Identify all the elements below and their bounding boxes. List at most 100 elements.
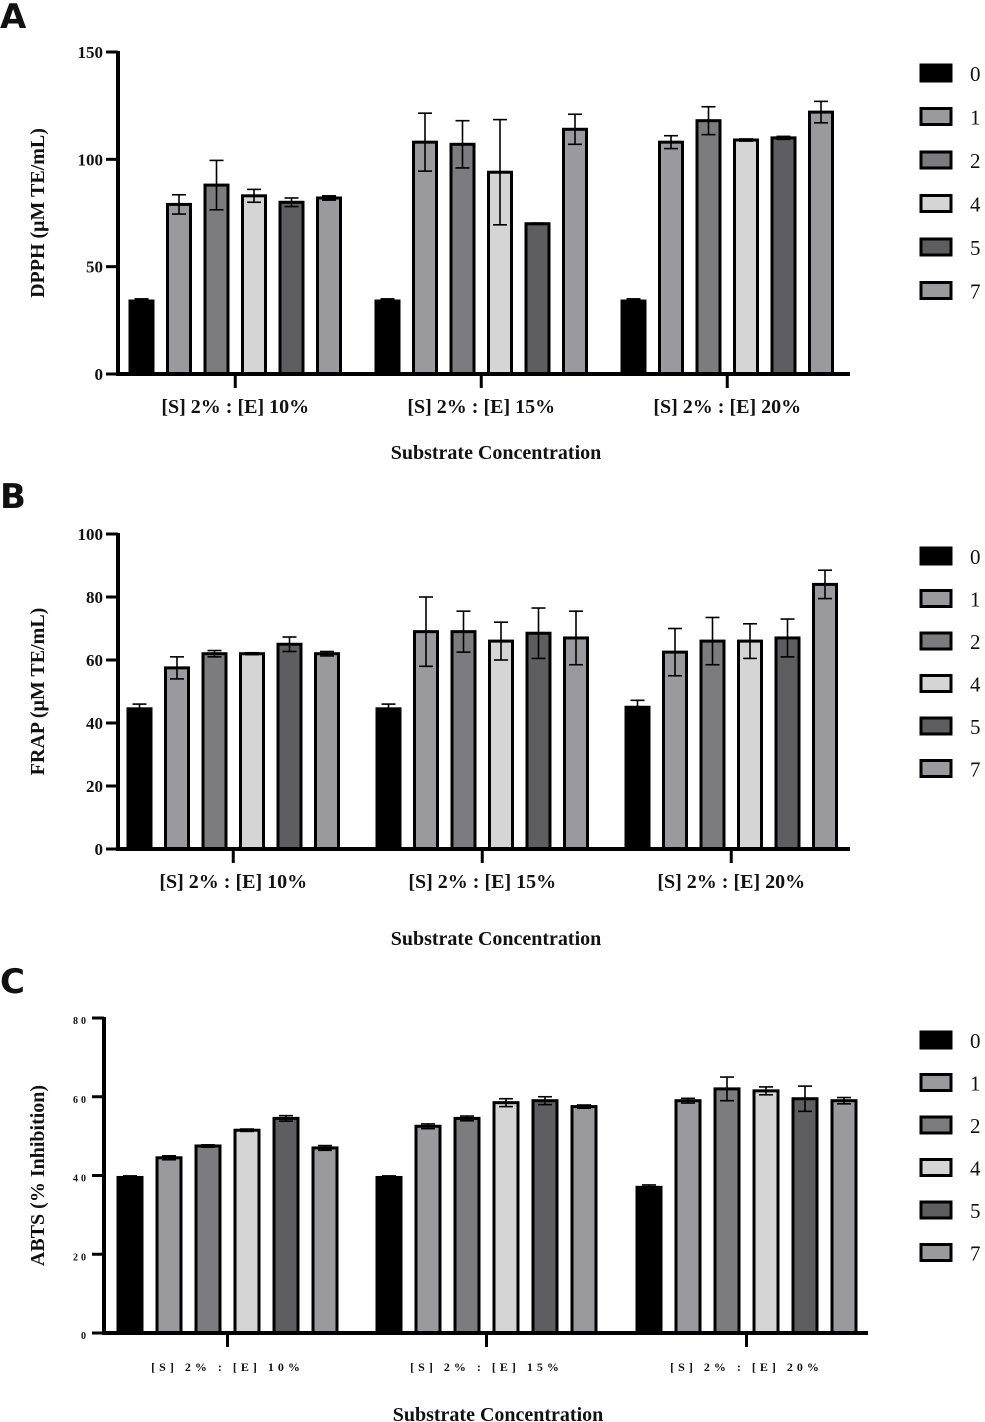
bar-series-2-group-3 — [713, 1087, 741, 1335]
legend-label-0: 0 — [970, 545, 981, 569]
bar-series-5-group-1 — [276, 642, 303, 851]
legend-label-4: 4 — [970, 673, 981, 697]
bar-series-7-group-3 — [808, 110, 834, 376]
bar-series-1-group-3 — [662, 650, 688, 851]
bar-series-1-group-2 — [414, 1124, 442, 1335]
bar-series-2-group-3 — [699, 639, 726, 851]
y-tick-label-100: 100 — [78, 525, 104, 544]
legend-swatch-7 — [919, 281, 953, 300]
x-category-label-3: [S] 2% : [E] 20% — [657, 871, 805, 893]
bar-series-5-group-3 — [770, 136, 797, 376]
x-category-label-3: [S] 2% : [E] 20% — [670, 1360, 823, 1374]
error-bar-series-0-group-1 — [132, 703, 147, 715]
x-category-label-1: [S] 2% : [E] 10% — [161, 396, 309, 418]
error-bar-series-7-group-2 — [568, 113, 582, 146]
bar-series-4-group-2 — [488, 639, 514, 851]
bar-series-5-group-2 — [525, 631, 552, 851]
error-bar-series-7-group-2 — [577, 1104, 591, 1109]
legend-swatch-0 — [919, 63, 953, 83]
error-bar-series-5-group-1 — [284, 197, 299, 208]
error-bar-series-5-group-2 — [530, 222, 545, 226]
legend-label-4: 4 — [970, 1157, 981, 1181]
error-bar-series-0-group-2 — [380, 298, 395, 304]
bar-series-7-group-3 — [812, 582, 838, 851]
error-bar-series-2-group-2 — [456, 610, 471, 653]
error-bar-series-5-group-2 — [538, 1095, 552, 1106]
bar-series-0-group-1 — [116, 1175, 144, 1335]
error-bar-series-1-group-2 — [421, 1123, 435, 1130]
bar-series-1-group-1 — [166, 202, 192, 376]
error-bar-series-4-group-2 — [494, 621, 508, 661]
legend-swatch-2 — [919, 1115, 953, 1135]
bar-series-4-group-3 — [737, 639, 763, 851]
legend-swatch-4 — [919, 194, 953, 213]
bar-series-4-group-2 — [492, 1101, 520, 1335]
panel-letter-b: B — [0, 477, 26, 517]
x-axis-title: Substrate Concentration — [393, 1404, 604, 1422]
legend: 0 1 2 4 5 7 — [919, 1029, 981, 1266]
y-tick-label-0: 0 — [95, 365, 104, 384]
bar-series-1-group-1 — [164, 666, 190, 851]
y-tick-label-20: 20 — [86, 777, 103, 796]
error-bar-series-5-group-1 — [282, 636, 297, 653]
bar-series-1-group-3 — [674, 1099, 702, 1335]
error-bar-series-0-group-2 — [382, 1175, 396, 1180]
error-bar-series-1-group-1 — [170, 656, 184, 680]
legend-swatch-0 — [919, 546, 953, 566]
error-bar-series-5-group-3 — [780, 618, 795, 658]
error-bar-series-2-group-3 — [705, 616, 720, 666]
error-bar-series-0-group-1 — [134, 298, 149, 304]
legend-label-4: 4 — [970, 193, 981, 217]
bar-series-2-group-1 — [201, 652, 228, 851]
legend-label-5: 5 — [970, 236, 981, 260]
bar-series-4-group-3 — [752, 1089, 780, 1335]
error-bar-series-5-group-1 — [279, 1114, 293, 1122]
legend-swatch-5 — [919, 1200, 953, 1220]
y-tick-label-40: 40 — [73, 1174, 89, 1185]
legend-label-0: 0 — [970, 62, 981, 86]
error-bar-series-2-group-2 — [460, 1115, 474, 1122]
error-bar-series-4-group-3 — [759, 1086, 773, 1096]
legend-swatch-2 — [919, 631, 953, 651]
x-category-label-3: [S] 2% : [E] 20% — [653, 396, 801, 418]
bar-series-7-group-3 — [830, 1099, 858, 1335]
y-tick-label-50: 50 — [86, 258, 103, 277]
y-tick-label-40: 40 — [86, 714, 103, 733]
error-bar-series-0-group-2 — [381, 703, 396, 715]
error-bar-series-5-group-3 — [776, 135, 791, 141]
bar-series-2-group-2 — [453, 1116, 481, 1335]
y-tick-label-80: 80 — [73, 1016, 89, 1027]
bar-series-0-group-2 — [375, 707, 402, 851]
bar-series-5-group-3 — [774, 636, 801, 851]
bar-series-7-group-1 — [314, 652, 340, 851]
legend-label-1: 1 — [970, 106, 981, 130]
bar-series-4-group-1 — [239, 652, 265, 851]
legend-label-1: 1 — [970, 1072, 981, 1096]
error-bar-series-4-group-3 — [739, 138, 753, 142]
legend-label-7: 7 — [970, 1242, 981, 1266]
x-axis-title: Substrate Concentration — [391, 442, 602, 464]
error-bar-series-2-group-3 — [701, 105, 716, 136]
bar-series-7-group-2 — [563, 636, 589, 851]
error-bar-series-7-group-3 — [818, 569, 832, 600]
error-bar-series-1-group-3 — [668, 627, 682, 677]
bar-series-0-group-2 — [374, 299, 401, 376]
y-tick-label-20: 20 — [73, 1252, 89, 1263]
legend-swatch-7 — [919, 759, 953, 778]
bar-series-2-group-2 — [449, 142, 476, 376]
error-bar-series-1-group-2 — [418, 112, 432, 172]
bar-series-4-group-3 — [733, 138, 759, 376]
bar-series-7-group-2 — [570, 1105, 598, 1335]
legend-swatch-1 — [919, 107, 953, 126]
error-bar-series-2-group-1 — [207, 649, 222, 658]
error-bar-series-0-group-3 — [642, 1184, 656, 1191]
y-tick-label-0: 0 — [81, 1331, 89, 1342]
x-category-label-2: [S] 2% : [E] 15% — [407, 396, 555, 418]
bar-series-0-group-3 — [635, 1185, 663, 1335]
error-bar-series-2-group-3 — [720, 1076, 734, 1102]
error-bar-series-4-group-2 — [493, 118, 507, 226]
x-category-label-2: [S] 2% : [E] 15% — [408, 871, 556, 893]
error-bar-series-1-group-2 — [419, 596, 433, 668]
